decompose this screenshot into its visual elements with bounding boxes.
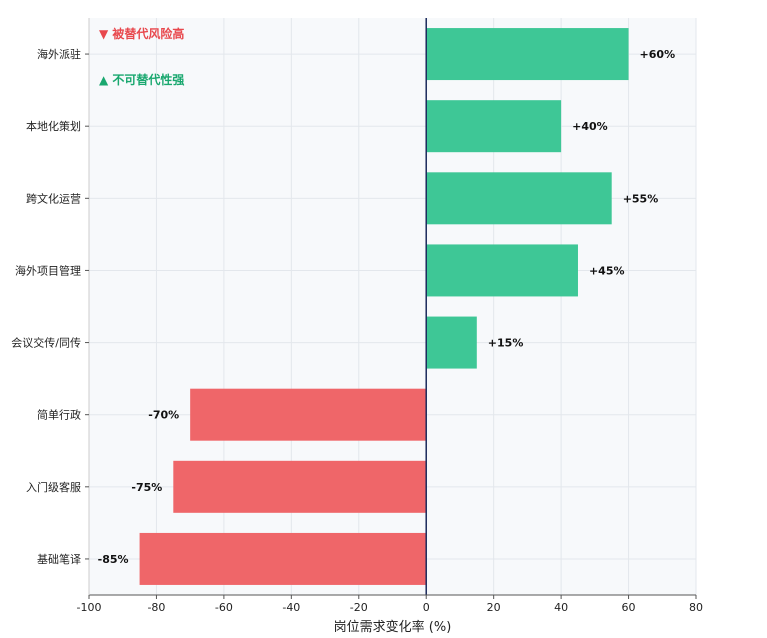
x-tick-label: 60 [622,601,636,614]
category-label: 海外派驻 [37,47,81,61]
data-label: -75% [131,481,162,494]
bar [426,172,612,225]
legend-item: ▼ 被替代风险高 [99,26,184,41]
bar [190,388,427,441]
category-label: 本地化策划 [26,119,81,133]
category-label: 跨文化运营 [26,191,81,205]
category-label: 入门级客服 [26,480,81,494]
legend: ▼ 被替代风险高 ▲ 不可替代性强 [99,26,184,87]
bar [426,244,578,297]
x-tick-label: -20 [350,601,368,614]
x-tick-label: -100 [77,601,102,614]
x-tick-label: -80 [147,601,165,614]
x-tick-label: -60 [215,601,233,614]
x-axis-ticks: -100 -80 -60 -40 -20 0 20 40 60 80 [77,595,703,614]
bar [139,532,427,585]
category-label: 会议交传/同传 [11,336,81,350]
x-tick-label: 40 [554,601,568,614]
bar [426,28,629,81]
bar [426,316,477,369]
bars [139,28,629,585]
x-tick-label: 20 [487,601,501,614]
data-label: +60% [640,48,676,61]
bar [426,100,562,153]
data-labels: +60% +40% +55% +45% +15% -70% -75% -85% [98,48,675,566]
x-tick-label: 0 [423,601,430,614]
data-label: +15% [488,337,524,350]
data-label: +40% [572,120,608,133]
data-label: +45% [589,264,625,277]
category-label: 海外项目管理 [15,263,81,277]
x-tick-label: 80 [689,601,703,614]
legend-item: ▲ 不可替代性强 [99,72,184,87]
category-label: 简单行政 [37,408,81,422]
data-label: -70% [148,409,179,422]
x-tick-label: -40 [282,601,300,614]
data-label: +55% [623,192,659,205]
data-label: -85% [98,553,129,566]
bar [173,460,427,513]
category-label: 基础笔译 [37,552,81,566]
x-axis-title: 岗位需求变化率 (%) [334,619,452,635]
